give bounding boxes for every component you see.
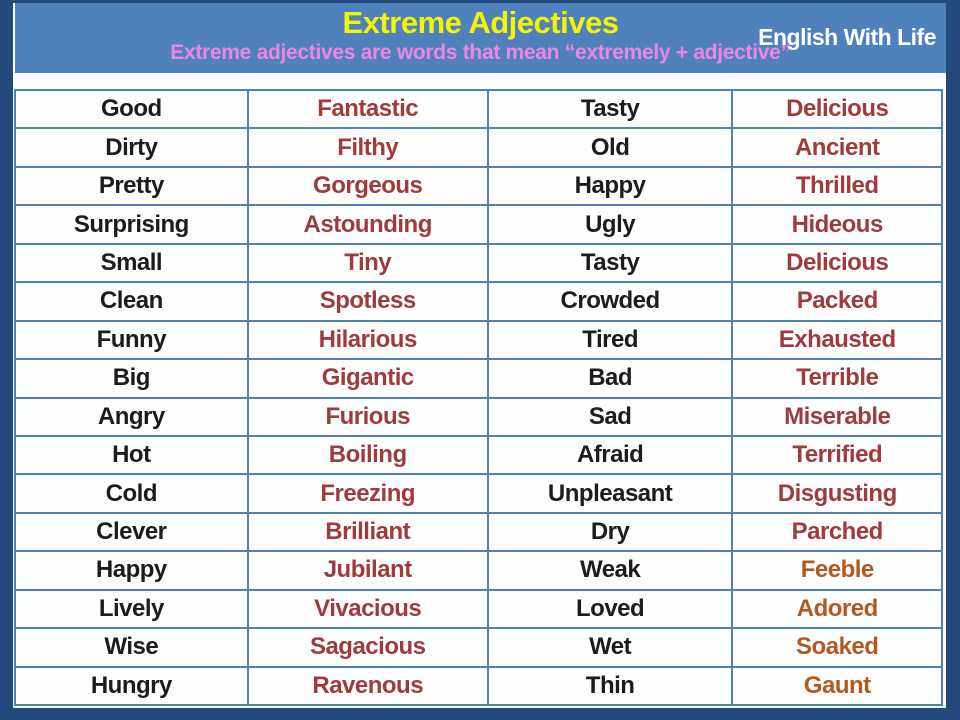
extreme-adjective-cell: Terrible (731, 358, 943, 399)
table-row: Hungry Ravenous Thin Gaunt (14, 665, 943, 707)
extreme-adjective-cell: Gaunt (731, 665, 943, 707)
extreme-adjective-cell: Furious (246, 396, 489, 437)
base-adjective-cell: Bad (486, 358, 734, 399)
extreme-adjective-cell: Packed (731, 281, 943, 322)
table-row: Happy Jubilant Weak Feeble (14, 550, 943, 591)
table-row: Good Fantastic Tasty Delicious (14, 88, 943, 130)
extreme-adjective-cell: Freezing (246, 473, 489, 514)
base-adjective-cell: Ugly (486, 204, 734, 245)
extreme-adjective-cell: Gorgeous (246, 165, 489, 207)
base-adjective-cell: Cold (14, 473, 249, 514)
extreme-adjective-cell: Jubilant (246, 550, 489, 591)
base-adjective-cell: Old (486, 127, 734, 168)
extreme-adjective-cell: Sagacious (246, 627, 489, 668)
extreme-adjective-cell: Delicious (731, 88, 943, 130)
base-adjective-cell: Tasty (486, 88, 734, 130)
table-row: Big Gigantic Bad Terrible (14, 358, 943, 399)
base-adjective-cell: Weak (486, 550, 734, 591)
base-adjective-cell: Clean (14, 281, 249, 322)
base-adjective-cell: Pretty (14, 165, 249, 207)
brand-label: English With Life (758, 24, 936, 50)
extreme-adjective-cell: Parched (731, 511, 943, 553)
base-adjective-cell: Tasty (486, 242, 734, 284)
base-adjective-cell: Clever (14, 511, 249, 553)
extreme-adjective-cell: Brilliant (246, 511, 489, 553)
base-adjective-cell: Dirty (14, 127, 249, 168)
extreme-adjective-cell: Hideous (731, 204, 943, 245)
base-adjective-cell: Sad (486, 396, 734, 437)
extreme-adjective-cell: Astounding (246, 204, 489, 245)
base-adjective-cell: Dry (486, 511, 734, 553)
base-adjective-cell: Loved (486, 588, 734, 630)
base-adjective-cell: Afraid (486, 434, 734, 476)
table-body: Good Fantastic Tasty Delicious Dirty Filthy Ol… (14, 88, 943, 707)
base-adjective-cell: Happy (486, 165, 734, 207)
base-adjective-cell: Big (14, 358, 249, 399)
extreme-adjective-cell: Filthy (246, 127, 489, 168)
extreme-adjective-cell: Fantastic (246, 88, 489, 130)
base-adjective-cell: Good (14, 88, 249, 130)
base-adjective-cell: Crowded (486, 281, 734, 322)
base-adjective-cell: Hot (14, 434, 249, 476)
base-adjective-cell: Thin (486, 665, 734, 707)
extreme-adjective-cell: Boiling (246, 434, 489, 476)
extreme-adjective-cell: Ravenous (246, 665, 489, 707)
table-row: Hot Boiling Afraid Terrified (14, 434, 943, 476)
table-row: Cold Freezing Unpleasant Disgusting (14, 473, 943, 514)
table-row: Wise Sagacious Wet Soaked (14, 627, 943, 668)
table-row: Pretty Gorgeous Happy Thrilled (14, 165, 943, 207)
extreme-adjective-cell: Adored (731, 588, 943, 630)
base-adjective-cell: Angry (14, 396, 249, 437)
header-banner: Extreme Adjectives English With Life Ext… (15, 3, 946, 73)
table-row: Funny Hilarious Tired Exhausted (14, 319, 943, 361)
extreme-adjective-cell: Tiny (246, 242, 489, 284)
extreme-adjective-cell: Hilarious (246, 319, 489, 361)
table-row: Clever Brilliant Dry Parched (14, 511, 943, 553)
extreme-adjective-cell: Feeble (731, 550, 943, 591)
extreme-adjective-cell: Delicious (731, 242, 943, 284)
base-adjective-cell: Hungry (14, 665, 249, 707)
page-title: Extreme Adjectives (342, 5, 619, 40)
base-adjective-cell: Small (14, 242, 249, 284)
base-adjective-cell: Wise (14, 627, 249, 668)
table-row: Clean Spotless Crowded Packed (14, 281, 943, 322)
base-adjective-cell: Tired (486, 319, 734, 361)
extreme-adjective-cell: Exhausted (731, 319, 943, 361)
table-row: Lively Vivacious Loved Adored (14, 588, 943, 630)
table-row: Angry Furious Sad Miserable (14, 396, 943, 437)
base-adjective-cell: Wet (486, 627, 734, 668)
extreme-adjective-cell: Thrilled (731, 165, 943, 207)
table-row: Surprising Astounding Ugly Hideous (14, 204, 943, 245)
base-adjective-cell: Unpleasant (486, 473, 734, 514)
extreme-adjective-cell: Gigantic (246, 358, 489, 399)
extreme-adjective-cell: Vivacious (246, 588, 489, 630)
adjectives-table: Good Fantastic Tasty Delicious Dirty Filthy Ol… (14, 88, 943, 707)
base-adjective-cell: Surprising (14, 204, 249, 245)
extreme-adjective-cell: Soaked (731, 627, 943, 668)
extreme-adjective-cell: Miserable (731, 396, 943, 437)
extreme-adjective-cell: Ancient (731, 127, 943, 168)
base-adjective-cell: Lively (14, 588, 249, 630)
subtitle: Extreme adjectives are words that mean “… (170, 41, 791, 64)
table-row: Small Tiny Tasty Delicious (14, 242, 943, 284)
extreme-adjective-cell: Terrified (731, 434, 943, 476)
table-row: Dirty Filthy Old Ancient (14, 127, 943, 168)
extreme-adjective-cell: Disgusting (731, 473, 943, 514)
base-adjective-cell: Happy (14, 550, 249, 591)
base-adjective-cell: Funny (14, 319, 249, 361)
extreme-adjective-cell: Spotless (246, 281, 489, 322)
